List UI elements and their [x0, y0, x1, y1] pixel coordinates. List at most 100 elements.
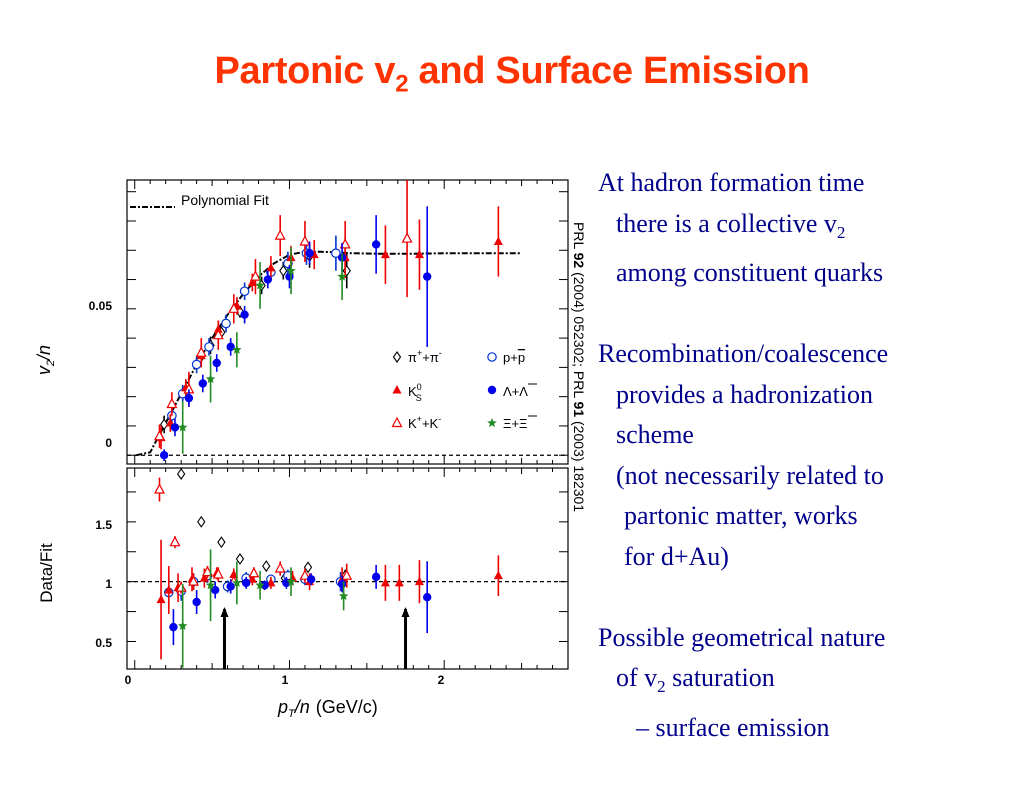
data-point-series-3 — [339, 238, 351, 249]
legend-marker-series-1 — [487, 352, 497, 362]
data-point-series-2 — [493, 570, 503, 580]
data-point-series-0 — [342, 264, 351, 277]
xtick-label-1: 1 — [282, 673, 289, 687]
data-point-series-3 — [195, 346, 207, 357]
data-point-series-4 — [240, 310, 249, 319]
data-point-series-0 — [303, 561, 313, 574]
title-rest: and Surface Emission — [408, 50, 810, 92]
data-point-series-3 — [341, 569, 353, 580]
data-point-series-2 — [199, 573, 209, 582]
data-point-series-3 — [212, 568, 224, 579]
data-point-series-3 — [274, 562, 286, 573]
bottom-panel-ticks — [127, 468, 568, 669]
data-point-series-4 — [263, 275, 273, 284]
polynomial-fit-curve — [136, 250, 522, 457]
slide-title: Partonic v2 and Surface Emission — [0, 50, 1024, 99]
data-point-series-0 — [262, 560, 271, 573]
bottom-panel: 1.5 1 0.5 Data/Fit 0 1 2 pT/n (GeV/c) — [37, 467, 569, 720]
legend-label-xi: Ξ+Ξ — [503, 416, 528, 431]
data-point-series-5 — [286, 576, 296, 586]
bottom-panel-frame — [126, 467, 569, 670]
data-point-series-3 — [166, 397, 178, 409]
title-subscript: 2 — [395, 70, 409, 98]
data-point-series-4 — [159, 451, 169, 460]
bullet-line: (not necessarily related to — [616, 460, 884, 490]
data-point-series-0 — [197, 515, 206, 528]
data-point-series-4 — [306, 575, 316, 584]
legend-marker-series-0 — [392, 351, 402, 363]
x-axis-label: pT/n (GeV/c) — [277, 697, 378, 720]
data-point-series-2 — [414, 249, 424, 259]
top-panel-frame — [126, 179, 569, 465]
data-point-series-3 — [249, 270, 261, 281]
data-point-series-0 — [217, 536, 226, 549]
bullet-line: Possible geometrical nature — [598, 622, 886, 652]
legend: π++π- p+p K0 S Λ+Λ K++K- Ξ+Ξ — [391, 348, 537, 431]
data-point-series-2 — [394, 577, 404, 587]
data-point-series-0 — [176, 468, 186, 480]
data-point-series-4 — [198, 379, 208, 388]
data-point-series-2 — [380, 249, 390, 259]
data-point-series-1 — [221, 318, 231, 329]
legend-marker-series-2 — [392, 385, 402, 394]
data-point-series-5 — [337, 271, 347, 281]
data-point-series-3 — [169, 535, 181, 547]
data-point-series-2 — [156, 594, 166, 604]
data-point-series-5 — [286, 265, 296, 275]
data-point-series-2 — [229, 569, 239, 578]
citation: PRL 92 (2004) 052302; PRL 91 (2003) 1823… — [571, 222, 587, 513]
data-point-series-3 — [228, 302, 240, 313]
data-point-series-2 — [164, 585, 174, 594]
data-point-series-3 — [401, 232, 413, 243]
title-main: Partonic v — [214, 50, 396, 92]
legend-label-k0s: K0 S — [408, 382, 422, 403]
legend-label-pion: π++π- — [408, 348, 442, 365]
data-point-series-1 — [239, 286, 250, 297]
fit-legend-label: Polynomial Fit — [181, 192, 269, 208]
data-point-series-4 — [305, 248, 314, 258]
bullet-line: – surface emission — [636, 712, 830, 742]
data-point-series-4 — [422, 272, 432, 281]
data-point-series-2 — [266, 262, 276, 272]
bullet-surface-emission: Possible geometrical nature of v2 satura… — [598, 618, 1018, 749]
bullet-line: scheme — [616, 420, 694, 450]
data-point-series-5 — [177, 422, 188, 432]
data-point-series-4 — [260, 581, 269, 590]
physics-figure: Polynomial Fit 0.05 0 v2/n π++π- p+p K0 S… — [34, 179, 569, 720]
legend-marker-series-5 — [487, 418, 497, 427]
data-point-series-4 — [371, 572, 381, 582]
data-point-series-4 — [192, 597, 201, 607]
data-point-series-2 — [493, 236, 503, 245]
top-ytick-label-005: 0.05 — [89, 299, 113, 313]
data-point-series-5 — [255, 280, 265, 290]
data-point-series-2 — [247, 277, 257, 286]
legend-markers — [391, 351, 497, 428]
x-axis-unit: (GeV/c) — [316, 697, 378, 717]
bullet-line: provides a hadronization — [616, 379, 874, 409]
data-point-series-1 — [331, 248, 341, 258]
bottom-ytick-label-15: 1.5 — [95, 518, 112, 532]
data-point-series-3 — [274, 229, 286, 240]
data-point-series-3 — [299, 569, 311, 580]
xtick-label-2: 2 — [438, 673, 445, 687]
data-point-series-4 — [337, 579, 347, 589]
top-panel-data — [153, 180, 503, 462]
bottom-ytick-label-1: 1 — [105, 577, 112, 591]
data-point-series-3 — [153, 429, 165, 441]
data-point-series-4 — [170, 423, 180, 432]
bullet-list: At hadron formation time there is a coll… — [598, 163, 1018, 789]
bullet-line: there is a collective v2 — [616, 208, 846, 242]
data-point-series-0 — [159, 418, 169, 431]
data-point-series-3 — [188, 575, 200, 586]
legend-label-proton: p+p — [503, 350, 525, 365]
data-point-series-5 — [205, 374, 216, 384]
data-point-series-2 — [380, 577, 390, 587]
data-point-series-3 — [248, 567, 260, 578]
top-panel-ticks — [127, 180, 568, 464]
data-point-series-5 — [177, 620, 188, 630]
data-point-series-0 — [235, 552, 245, 565]
bottom-ylabel: Data/Fit — [37, 543, 56, 603]
data-point-series-4 — [184, 393, 194, 403]
data-point-series-5 — [338, 591, 349, 601]
data-point-series-5 — [232, 344, 242, 354]
